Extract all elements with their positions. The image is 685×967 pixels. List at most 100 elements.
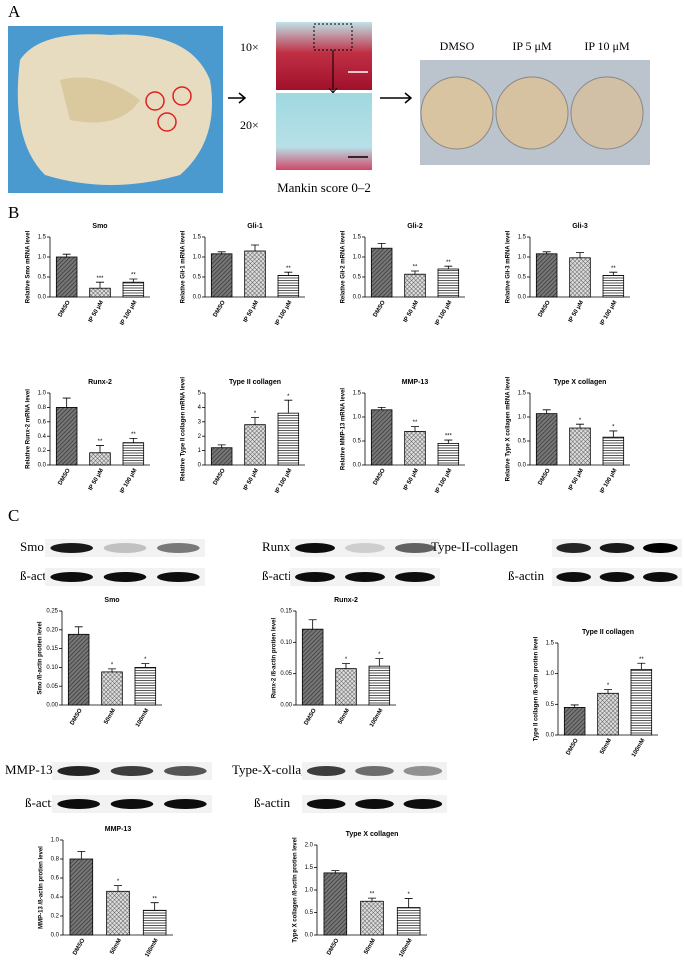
bar [597, 692, 619, 736]
error-bar [342, 663, 350, 669]
error-bar [251, 417, 259, 425]
error-bar [62, 397, 71, 408]
significance: * [378, 652, 381, 658]
chart-title: Type X collagen [346, 831, 399, 838]
y-tick-label: 2 [198, 434, 202, 440]
bar [244, 250, 266, 298]
blot-band [306, 799, 346, 809]
error-bar [284, 399, 293, 414]
bar [277, 274, 300, 298]
y-tick-label: 0.10 [46, 665, 58, 671]
y-tick-label: 0.5 [518, 275, 527, 281]
y-tick-label: 0.25 [46, 609, 58, 615]
y-tick-label: 1.0 [353, 255, 362, 261]
y-axis-label: Smo /ß-actin protien level [38, 621, 44, 694]
blot-band [345, 572, 385, 582]
x-tick-label: DMSO [538, 300, 552, 319]
y-axis-label: Relative Smo mRNA level [26, 230, 32, 303]
y-tick-label: 0.0 [518, 463, 527, 469]
y-tick-label: 0.5 [546, 702, 555, 708]
x-tick-label: DMSO [213, 468, 227, 487]
error-bar [108, 668, 116, 672]
significance: *** [445, 434, 453, 440]
error-bar [74, 626, 83, 635]
bar [437, 442, 460, 466]
y-tick-label: 1.0 [353, 415, 362, 421]
chart-title: Gli-1 [247, 223, 263, 230]
panel-a-text: A B C 10× 20× Mankin score 0–2 DMSO IP 5… [8, 2, 630, 525]
y-tick-label: 1.5 [38, 235, 47, 241]
x-tick-label: DMSO [538, 468, 552, 487]
error-bar [604, 689, 612, 694]
blot-band [50, 543, 93, 553]
blot-label: ß-actin [254, 795, 291, 810]
significance: * [407, 892, 410, 898]
histology-10x [276, 22, 372, 90]
y-tick-label: 1.5 [518, 391, 527, 397]
x-tick-label: IP 100 μM [434, 468, 453, 495]
chart-title: Smo [92, 223, 107, 230]
bar [630, 668, 653, 736]
chart-title: Type II collagen [582, 629, 634, 636]
error-bar [96, 445, 104, 453]
bar [210, 447, 233, 466]
error-bar [570, 704, 579, 708]
error-bar [96, 281, 104, 289]
y-tick-label: 0.15 [280, 609, 292, 615]
x-tick-label: 50mM [109, 938, 123, 956]
bar [323, 872, 348, 936]
y-tick-label: 0.6 [38, 419, 47, 425]
error-bar [217, 444, 226, 448]
x-tick-label: DMSO [213, 300, 227, 319]
x-tick-label: DMSO [70, 708, 84, 727]
bar [569, 257, 591, 298]
y-axis-label: Runx-2 /ß-actin protien level [272, 618, 278, 699]
chart-title: Runx-2 [334, 597, 358, 604]
bar [437, 268, 460, 298]
well-label: DMSO [440, 39, 475, 53]
significance: ** [639, 657, 644, 663]
bar [89, 287, 111, 298]
error-bar [77, 851, 86, 859]
error-bar [129, 278, 138, 283]
arrow [228, 92, 247, 104]
y-tick-label: 0.6 [51, 876, 60, 882]
y-tick-label: 0.5 [353, 439, 362, 445]
x-tick-label: DMSO [566, 738, 580, 757]
y-tick-label: 0.0 [546, 733, 555, 739]
error-bar [609, 271, 618, 276]
y-axis-label: Relative Gli-2 mRNA level [341, 230, 347, 303]
blot-band [164, 799, 207, 809]
y-tick-label: 1.0 [193, 255, 202, 261]
error-bar [331, 870, 340, 873]
y-tick-label: 0.05 [46, 684, 58, 690]
y-tick-label: 2.0 [305, 843, 314, 849]
roi-circle [157, 112, 177, 132]
blot-band [345, 543, 385, 553]
error-bar [217, 251, 226, 254]
significance: ** [286, 266, 291, 272]
y-tick-label: 1.5 [305, 865, 314, 871]
x-tick-label: IP 50 μM [243, 300, 260, 324]
y-tick-label: 0.2 [51, 914, 60, 920]
x-tick-label: 100mM [369, 708, 384, 729]
roi-circle [145, 91, 165, 111]
bar [55, 406, 78, 466]
y-tick-label: 3 [198, 419, 202, 425]
panel-label: A [8, 2, 21, 21]
blot-band [556, 543, 592, 553]
significance: * [111, 662, 114, 668]
significance: ** [413, 265, 418, 271]
y-tick-label: 0.00 [280, 703, 292, 709]
significance: * [144, 657, 147, 663]
y-axis-label: Relative Type II collagen mRNA level [181, 377, 187, 481]
error-bar [114, 885, 122, 892]
bar [360, 900, 384, 936]
y-tick-label: 0.00 [46, 703, 58, 709]
blot-strip [45, 539, 205, 557]
y-tick-label: 0.0 [193, 295, 202, 301]
significance: ** [413, 420, 418, 426]
y-axis-label: MMP-13 /ß-actin protien level [39, 846, 45, 929]
